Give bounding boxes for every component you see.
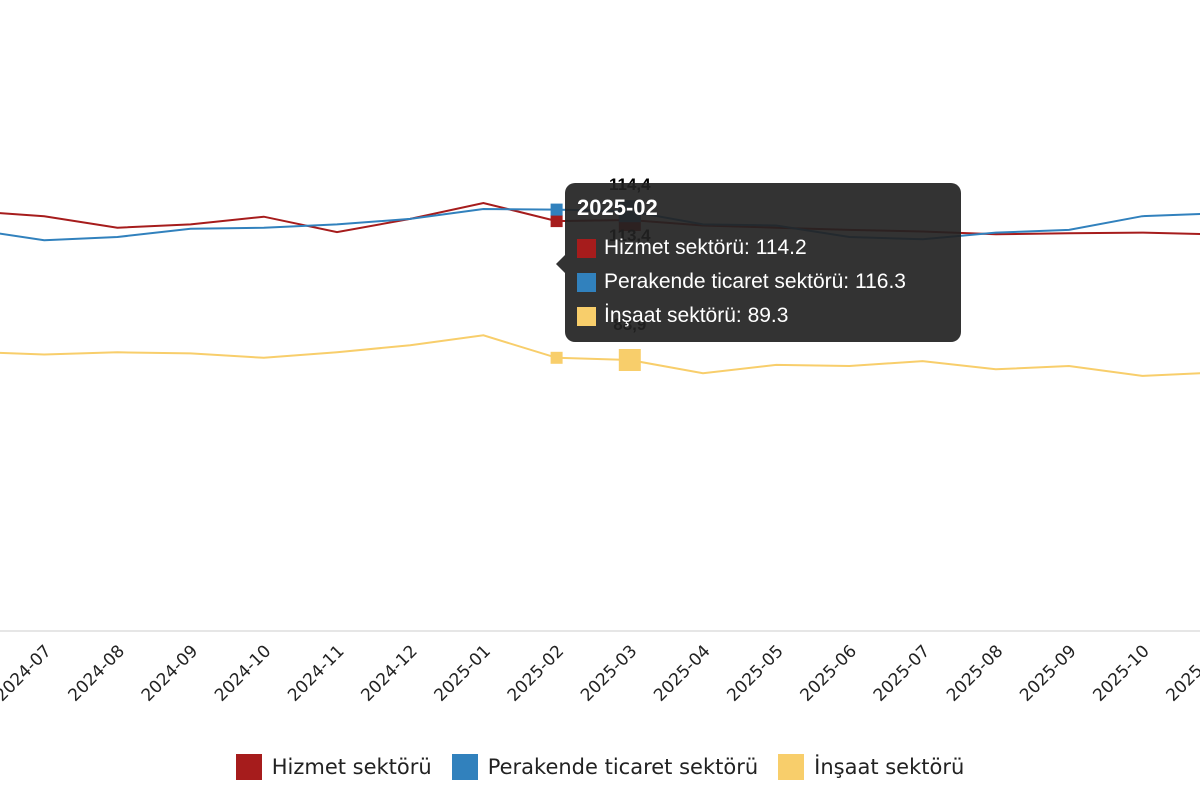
tooltip-row-hizmet: Hizmet sektörü: 114.2	[577, 231, 949, 265]
series-line-2	[0, 334, 1200, 377]
legend-item-hizmet[interactable]: Hizmet sektörü	[235, 754, 432, 780]
x-tick-label: 2025-10	[1089, 641, 1153, 705]
legend-swatch-insaat	[778, 754, 805, 780]
legend-swatch-hizmet	[235, 754, 262, 780]
x-tick-label: 2025-07	[870, 641, 934, 705]
legend-swatch-perakende	[451, 754, 478, 780]
label-marker-2[interactable]	[618, 349, 641, 371]
tooltip-row-label: Hizmet sektörü: 114.2	[604, 236, 807, 259]
tooltip-row-label: Perakende ticaret sektörü: 116.3	[604, 270, 906, 293]
tooltip: 2025-02 Hizmet sektörü: 114.2 Perakende …	[556, 183, 961, 342]
legend-label: Hizmet sektörü	[271, 755, 432, 779]
hover-marker-0[interactable]	[550, 215, 563, 228]
x-tick-label: 2024-11	[284, 641, 348, 705]
tooltip-title: 2025-02	[577, 195, 658, 220]
x-tick-label: 2025-03	[577, 641, 641, 705]
x-tick-label: 2025-11	[1163, 641, 1200, 705]
x-tick-label: 2025-02	[504, 641, 568, 705]
x-tick-label: 2025-06	[797, 641, 861, 705]
x-tick-label: 2024-07	[0, 641, 56, 705]
tooltip-row-perakende: Perakende ticaret sektörü: 116.3	[577, 265, 949, 299]
legend-label: Perakende ticaret sektörü	[487, 755, 759, 779]
hover-marker-2[interactable]	[550, 351, 563, 364]
x-tick-label: 2024-10	[211, 641, 275, 705]
tooltip-row-label: İnşaat sektörü: 89.3	[604, 304, 789, 327]
legend-label: İnşaat sektörü	[814, 755, 965, 779]
tooltip-swatch-hizmet	[577, 238, 596, 258]
x-tick-label: 2025-09	[1016, 641, 1080, 705]
legend: Hizmet sektörü Perakende ticaret sektörü…	[0, 750, 1200, 784]
tooltip-swatch-perakende	[577, 272, 596, 292]
x-tick-label: 2024-09	[138, 641, 202, 705]
x-tick-label: 2025-04	[650, 641, 714, 705]
x-tick-label: 2025-05	[723, 641, 787, 705]
hover-marker-1[interactable]	[550, 203, 563, 216]
x-tick-label: 2025-01	[431, 641, 495, 705]
x-tick-label: 2025-08	[943, 641, 1007, 705]
legend-item-insaat[interactable]: İnşaat sektörü	[778, 754, 964, 780]
x-tick-label: 2024-08	[65, 641, 129, 705]
x-tick-label: 2024-12	[357, 641, 421, 705]
legend-item-perakende[interactable]: Perakende ticaret sektörü	[451, 754, 759, 780]
tooltip-swatch-insaat	[577, 306, 596, 326]
tooltip-row-insaat: İnşaat sektörü: 89.3	[577, 299, 949, 333]
